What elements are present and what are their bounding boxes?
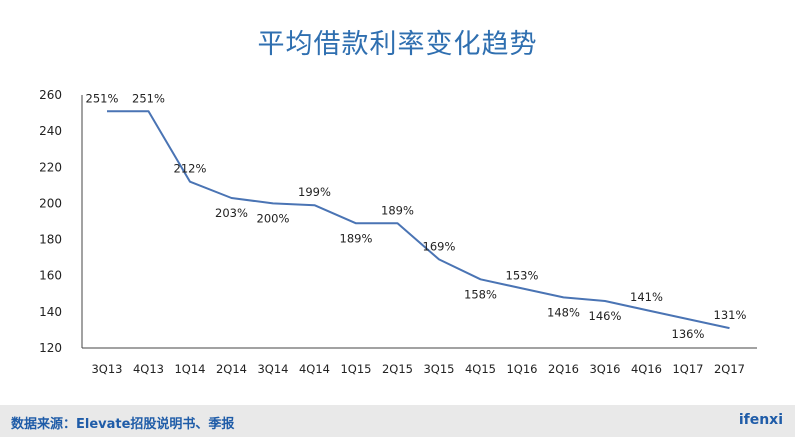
brand-logo: ifenxi — [738, 412, 783, 428]
x-tick-label: 3Q13 — [91, 362, 122, 376]
y-tick-label: 140 — [39, 305, 62, 319]
data-label: 251% — [86, 91, 119, 105]
y-tick-label: 120 — [39, 341, 62, 355]
x-tick-label: 2Q14 — [216, 362, 247, 376]
data-label: 148% — [547, 305, 580, 319]
footer-bar: 数据来源：Elevate招股说明书、季报 ifenxi — [0, 405, 795, 437]
source-note: 数据来源：Elevate招股说明书、季报 — [11, 417, 235, 432]
data-label: 189% — [340, 231, 373, 245]
data-label: 203% — [215, 206, 248, 220]
y-tick-label: 240 — [39, 124, 62, 138]
data-label: 146% — [589, 309, 622, 323]
data-label: 199% — [298, 185, 331, 199]
x-tick-label: 2Q17 — [714, 362, 745, 376]
data-label: 136% — [672, 327, 705, 341]
x-tick-label: 1Q17 — [672, 362, 703, 376]
x-tick-label: 1Q16 — [506, 362, 537, 376]
data-label: 158% — [464, 287, 497, 301]
y-tick-label: 260 — [39, 88, 62, 102]
y-tick-label: 160 — [39, 269, 62, 283]
x-axis-ticks: 3Q13 4Q13 1Q14 2Q14 3Q14 4Q14 1Q15 2Q15 3Q15 4Q15… — [91, 362, 745, 376]
y-tick-label: 220 — [39, 160, 62, 174]
data-label: 169% — [423, 239, 456, 253]
line-chart: 120 140 160 180 200 220 240 260 3Q13 4Q13 1Q14 2Q1… — [39, 88, 757, 376]
x-tick-label: 2Q16 — [548, 362, 579, 376]
x-tick-label: 4Q15 — [465, 362, 496, 376]
x-tick-label: 2Q15 — [382, 362, 413, 376]
x-tick-label: 4Q14 — [299, 362, 330, 376]
x-tick-label: 4Q13 — [133, 362, 164, 376]
series-line — [107, 110, 730, 330]
x-tick-label: 3Q15 — [423, 362, 454, 376]
y-tick-label: 180 — [39, 233, 62, 247]
data-labels: 251% 251% 212% 203% 200% 199% 189% 189% 169% 158%… — [86, 91, 747, 341]
data-label: 212% — [174, 162, 207, 176]
x-tick-label: 4Q16 — [631, 362, 662, 376]
data-label: 251% — [132, 91, 165, 105]
x-tick-label: 3Q14 — [257, 362, 288, 376]
x-tick-label: 1Q14 — [174, 362, 205, 376]
data-label: 131% — [714, 308, 747, 322]
y-axis-ticks: 120 140 160 180 200 220 240 260 — [39, 88, 62, 355]
x-tick-label: 3Q16 — [589, 362, 620, 376]
y-tick-label: 200 — [39, 196, 62, 210]
data-label: 189% — [381, 203, 414, 217]
data-label: 200% — [257, 211, 290, 225]
x-tick-label: 1Q15 — [340, 362, 371, 376]
chart-title: 平均借款利率变化趋势 — [257, 29, 538, 60]
data-label: 141% — [630, 290, 663, 304]
data-label: 153% — [506, 268, 539, 282]
